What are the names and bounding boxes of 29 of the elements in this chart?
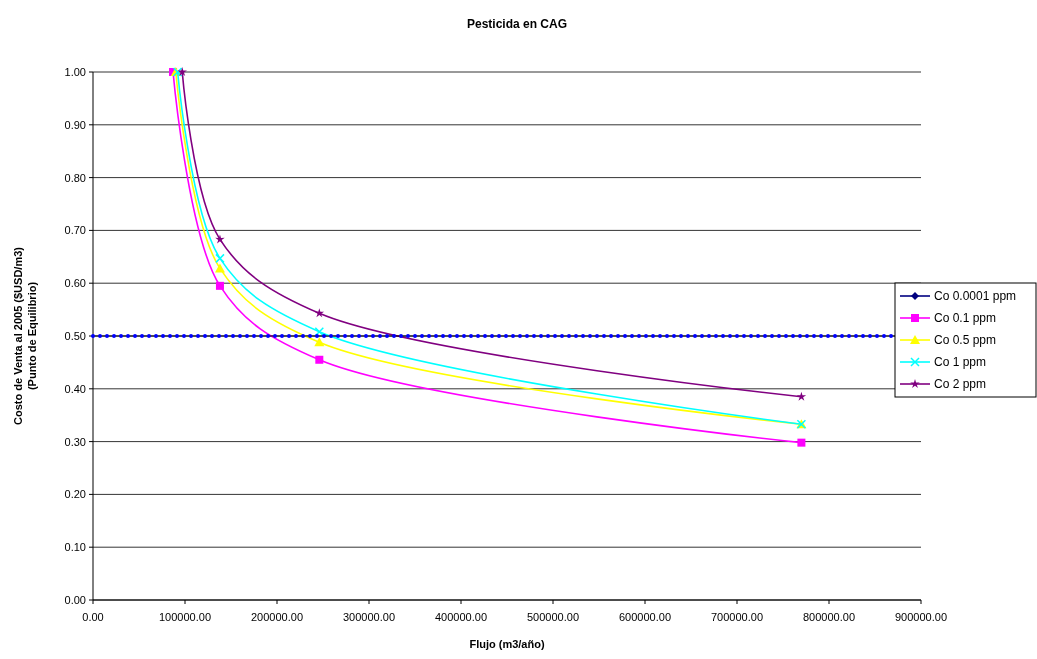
y-tick-label: 0.70 xyxy=(64,224,86,237)
y-tick-label: 0.40 xyxy=(64,382,86,395)
x-tick-label: 800000.00 xyxy=(803,611,855,623)
legend-label: Co 0.5 ppm xyxy=(934,333,997,347)
chart-title: Pesticida en CAG xyxy=(466,17,568,31)
y-tick-label: 0.60 xyxy=(64,277,86,290)
legend-label: Co 0.0001 ppm xyxy=(934,289,1017,303)
y-tick-label: 0.30 xyxy=(64,435,86,448)
y-tick-label: 0.90 xyxy=(64,118,86,131)
y-tick-label: 0.10 xyxy=(64,541,86,554)
legend-label: Co 1 ppm xyxy=(934,355,987,369)
x-axis-title: Flujo (m3/año) xyxy=(469,638,545,650)
x-tick-label: 500000.00 xyxy=(527,611,579,623)
x-tick-label: 600000.00 xyxy=(619,611,671,623)
legend-label: Co 0.1 ppm xyxy=(934,311,997,325)
x-tick-label: 0.00 xyxy=(82,611,104,623)
x-tick-label: 100000.00 xyxy=(159,611,211,623)
x-tick-label: 400000.00 xyxy=(435,611,487,623)
legend-label: Co 2 ppm xyxy=(934,377,987,391)
y-tick-label: 0.20 xyxy=(64,488,86,501)
x-tick-label: 200000.00 xyxy=(251,611,303,623)
x-tick-label: 900000.00 xyxy=(895,611,947,623)
y-tick-label: 0.00 xyxy=(64,594,86,606)
y-axis-title: Costo de Venta al 2005 ($USD/m3) (Punto de Equilibrio) xyxy=(12,246,38,425)
y-tick-label: 0.80 xyxy=(64,171,86,184)
y-tick-label: 1.00 xyxy=(64,66,86,78)
x-tick-label: 300000.00 xyxy=(343,611,395,623)
x-tick-label: 700000.00 xyxy=(711,611,763,623)
y-tick-label: 0.50 xyxy=(64,330,86,342)
